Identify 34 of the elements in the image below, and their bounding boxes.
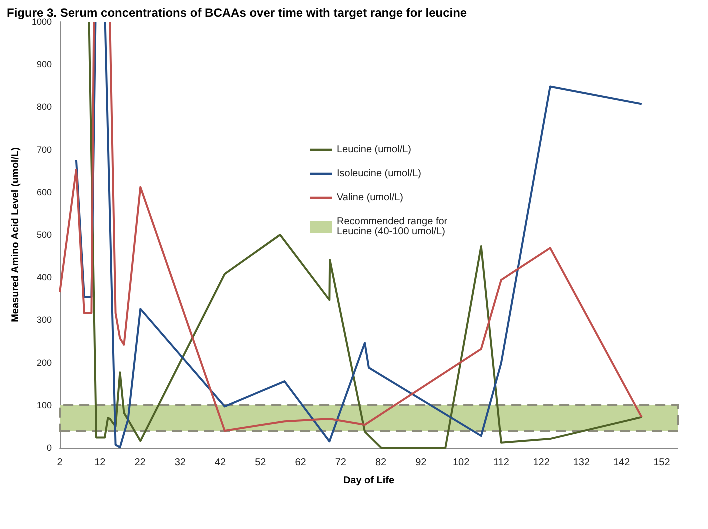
y-tick-label: 800 (36, 102, 52, 112)
x-tick-label: 42 (214, 458, 227, 468)
y-tick-label: 600 (36, 187, 52, 198)
y-tick-label: 200 (36, 358, 52, 368)
y-tick-label: 500 (36, 230, 52, 240)
y-tick-label: 1000 (32, 17, 52, 27)
y-tick-label: 700 (36, 144, 52, 155)
y-tick-label: 900 (36, 60, 52, 70)
x-tick-label: 112 (493, 458, 510, 468)
y-tick-label: 300 (36, 315, 52, 326)
x-tick-label: 142 (613, 458, 631, 468)
x-tick-label: 92 (416, 458, 428, 468)
x-tick-label: 52 (255, 458, 267, 468)
chart-title: Figure 3. Serum concentrations of BCAAs over time with target range for leucine (7, 6, 468, 20)
x-tick-label: 62 (295, 458, 307, 468)
legend-label: Leucine (umol/L) (337, 144, 412, 156)
x-axis-title: Day of Life (343, 476, 395, 486)
y-tick-label: 100 (36, 400, 52, 410)
x-tick-label: 32 (174, 458, 186, 468)
x-tick-label: 12 (94, 458, 106, 468)
x-tick-label: 102 (452, 458, 470, 468)
legend-label: Isoleucine (umol/L) (337, 168, 422, 180)
x-tick-label: 72 (335, 458, 347, 468)
y-tick-label: 400 (36, 272, 52, 283)
y-tick-label: 0 (46, 443, 52, 453)
x-tick-label: 2 (57, 458, 64, 468)
legend-label: Valine (umol/L) (337, 192, 404, 204)
legend-label: Recommended range for Leucine (40-100 umol/L) (337, 216, 450, 238)
x-tick-label: 122 (533, 458, 550, 468)
x-tick-label: 82 (375, 458, 388, 468)
x-tick-label: 22 (134, 458, 146, 468)
x-tick-label: 132 (573, 458, 590, 468)
x-tick-label: 152 (654, 458, 671, 468)
y-axis-title: Measured Amino Acid Level (umol/L) (10, 148, 22, 322)
